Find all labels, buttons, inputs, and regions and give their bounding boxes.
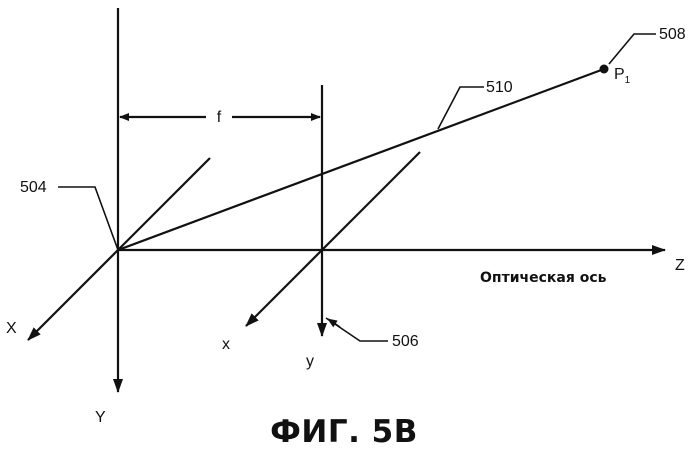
image-x-axis-back	[322, 152, 420, 250]
ref-510: 510	[486, 79, 513, 96]
axis-label-x: x	[222, 336, 230, 353]
axis-label-Z: Z	[675, 257, 685, 274]
figure-caption: ФИГ. 5B	[270, 414, 418, 450]
ref-506: 506	[392, 333, 419, 350]
leader-504	[58, 187, 118, 250]
camera-x-axis	[28, 250, 118, 340]
focal-length-label: f	[217, 109, 222, 126]
leader-506-arrowhead	[328, 319, 340, 327]
point-p1-label: P1	[614, 66, 631, 86]
ref-508: 508	[659, 26, 686, 43]
axis-label-y: y	[306, 353, 314, 370]
optical-axis-label: Оптическая ось	[480, 270, 607, 286]
ray-line	[118, 69, 604, 250]
image-x-axis	[246, 250, 322, 326]
point-p1-dot	[600, 65, 609, 74]
ref-504: 504	[20, 179, 47, 196]
axis-label-Y: Y	[95, 409, 106, 426]
axis-label-X: X	[6, 320, 17, 337]
leader-506	[326, 318, 388, 341]
camera-x-axis-back	[118, 158, 210, 250]
leader-508	[609, 34, 656, 64]
